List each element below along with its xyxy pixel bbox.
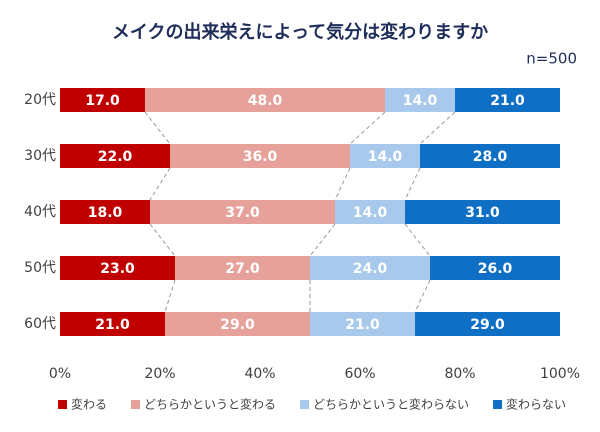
bar-segment bbox=[335, 200, 405, 224]
data-label: 14.0 bbox=[368, 149, 403, 165]
data-label: 31.0 bbox=[465, 205, 500, 221]
bar-segment bbox=[415, 312, 560, 336]
legend-swatch bbox=[58, 400, 67, 409]
x-tick-label: 100% bbox=[540, 366, 580, 382]
legend-label: どちらかというと変わる bbox=[144, 397, 276, 412]
data-label: 36.0 bbox=[243, 149, 278, 165]
bar-segment bbox=[60, 312, 165, 336]
data-label: 22.0 bbox=[98, 149, 133, 165]
legend-label: 変わらない bbox=[506, 397, 566, 412]
data-label: 24.0 bbox=[353, 261, 388, 277]
y-tick-label: 60代 bbox=[24, 316, 56, 332]
bar-segment bbox=[170, 144, 350, 168]
x-tick-label: 40% bbox=[244, 366, 275, 382]
bar-segment bbox=[350, 144, 420, 168]
y-tick-label: 30代 bbox=[24, 148, 56, 164]
data-label: 17.0 bbox=[85, 93, 120, 109]
data-label: 48.0 bbox=[248, 93, 283, 109]
bar-segment bbox=[310, 312, 415, 336]
series-connector bbox=[149, 167, 171, 201]
bar-segment bbox=[145, 88, 385, 112]
bar-segment bbox=[175, 256, 310, 280]
legend-swatch bbox=[493, 400, 503, 409]
data-label: 28.0 bbox=[473, 149, 508, 165]
bar-segment bbox=[165, 312, 310, 336]
y-tick-label: 20代 bbox=[24, 92, 56, 108]
series-connector bbox=[164, 279, 176, 313]
legend-label: どちらかというと変わらない bbox=[313, 397, 469, 412]
series-connector bbox=[349, 111, 386, 145]
data-label: 14.0 bbox=[403, 93, 438, 109]
bar-segment bbox=[420, 144, 560, 168]
bar-segment bbox=[60, 88, 145, 112]
data-label: 29.0 bbox=[470, 317, 505, 333]
chart-title: メイクの出来栄えによって気分は変わりますか bbox=[112, 21, 488, 43]
chart-subtitle: n=500 bbox=[526, 50, 577, 68]
bar-segment bbox=[60, 256, 175, 280]
legend-label: 変わる bbox=[71, 397, 107, 412]
data-label: 37.0 bbox=[225, 205, 260, 221]
y-tick-label: 40代 bbox=[24, 204, 56, 220]
data-label: 21.0 bbox=[490, 93, 525, 109]
x-tick-label: 60% bbox=[344, 366, 375, 382]
bar-segment bbox=[455, 88, 560, 112]
bar-segment bbox=[430, 256, 560, 280]
bar-segment bbox=[60, 144, 170, 168]
series-connector bbox=[334, 167, 351, 201]
series-connector bbox=[404, 167, 421, 201]
bar-segment bbox=[60, 200, 150, 224]
legend-swatch bbox=[300, 400, 310, 409]
legend-swatch bbox=[131, 400, 141, 409]
series-connector bbox=[419, 111, 456, 145]
x-tick-label: 80% bbox=[444, 366, 475, 382]
data-label: 26.0 bbox=[478, 261, 513, 277]
series-connector bbox=[414, 279, 431, 313]
x-tick-label: 0% bbox=[49, 366, 71, 382]
data-label: 21.0 bbox=[95, 317, 130, 333]
x-tick-label: 20% bbox=[144, 366, 175, 382]
bar-segment bbox=[150, 200, 335, 224]
data-label: 23.0 bbox=[100, 261, 135, 277]
bar-segment bbox=[385, 88, 455, 112]
data-label: 14.0 bbox=[353, 205, 388, 221]
data-label: 21.0 bbox=[345, 317, 380, 333]
data-label: 27.0 bbox=[225, 261, 260, 277]
data-label: 29.0 bbox=[220, 317, 255, 333]
bar-segment bbox=[405, 200, 560, 224]
y-tick-label: 50代 bbox=[24, 260, 56, 276]
data-label: 18.0 bbox=[88, 205, 123, 221]
bar-segment bbox=[310, 256, 430, 280]
